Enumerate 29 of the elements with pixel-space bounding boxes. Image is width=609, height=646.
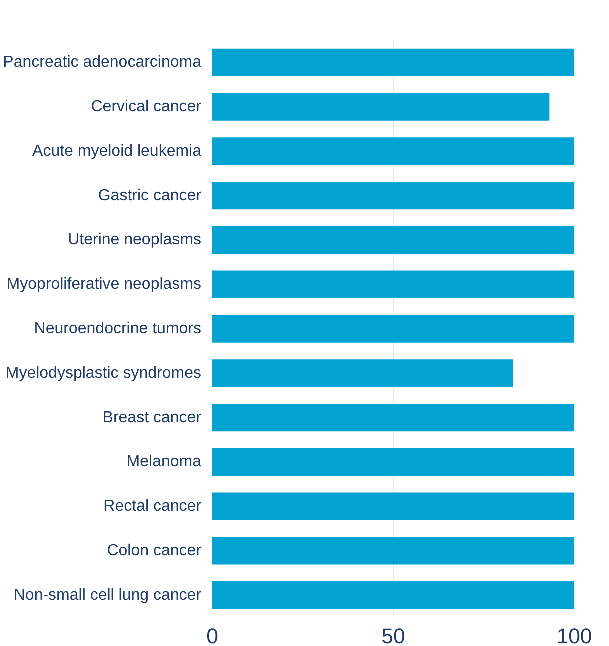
bar: [212, 537, 574, 565]
y-tick-label: Non-small cell lung cancer: [14, 586, 202, 604]
bar: [212, 226, 574, 254]
bar: [212, 315, 574, 343]
y-tick-label: Rectal cancer: [104, 498, 202, 516]
bar: [212, 581, 574, 610]
x-tick-label: 0: [206, 624, 219, 646]
bar: [212, 492, 574, 520]
x-tick-label: 50: [382, 624, 406, 646]
bar: [212, 138, 574, 166]
y-tick-label: Acute myeloid leukemia: [32, 142, 202, 160]
y-tick-label: Cervical cancer: [91, 98, 202, 116]
y-tick-label: Myoproliferative neoplasms: [6, 276, 202, 294]
y-tick-label: Breast cancer: [102, 409, 202, 426]
bar: [212, 48, 574, 77]
y-tick-label: Gastric cancer: [98, 187, 202, 204]
bar: [212, 448, 574, 476]
y-tick-label: Myelodysplastic syndromes: [6, 364, 202, 382]
bar: [212, 360, 514, 388]
y-tick-label: Neuroendocrine tumors: [34, 320, 202, 338]
bar: [212, 404, 574, 432]
bar: [212, 182, 574, 210]
bar: [212, 270, 574, 298]
y-tick-label: Uterine neoplasms: [68, 232, 202, 249]
x-tick-label: 100: [556, 624, 592, 646]
bar: [212, 93, 550, 121]
y-tick-label: Pancreatic adenocarcinoma: [3, 54, 202, 72]
y-tick-label: Colon cancer: [107, 542, 202, 560]
y-tick-label: Melanoma: [126, 454, 202, 471]
